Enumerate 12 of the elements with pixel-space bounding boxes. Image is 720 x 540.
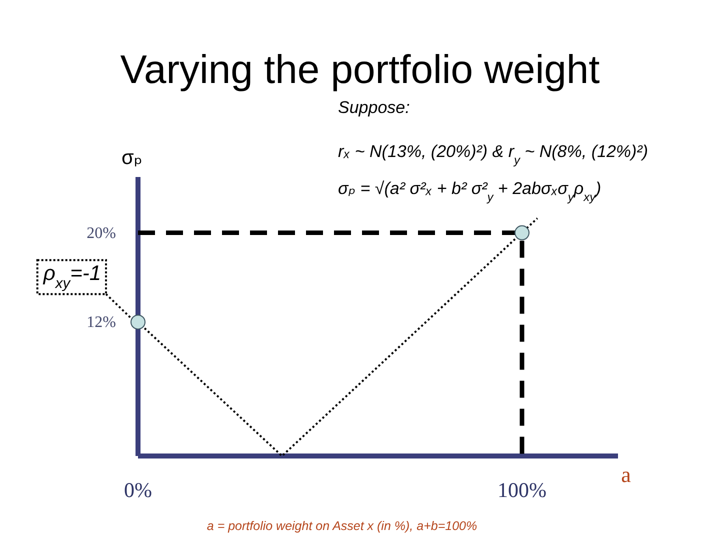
x-axis-title: a <box>621 462 632 487</box>
text: ρ$_{xy}$=-1 <box>42 262 101 292</box>
annotation: σₚ = √(a² σ²ₓ + b² σ²$_{y}$ + 2abσₓσ$_{y}$ρ$_{xy}$) <box>338 179 602 204</box>
y-axis-title: σₚ <box>122 147 142 169</box>
y-tick-label: 12% <box>86 314 116 332</box>
text: Suppose: <box>338 98 410 117</box>
x-tick-label: 0% <box>124 478 152 502</box>
text: a = portfolio weight on Asset x (in %), a+b=100% <box>206 519 478 533</box>
chart-title: Varying the portfolio weight <box>120 48 600 92</box>
x-tick-label: 100% <box>498 478 546 502</box>
text: rₓ ~ N(13%, (20%)²) & r$_{y}$ ~ N(8%, (12%)²) <box>338 142 648 167</box>
y-tick-label: 20% <box>86 224 116 242</box>
